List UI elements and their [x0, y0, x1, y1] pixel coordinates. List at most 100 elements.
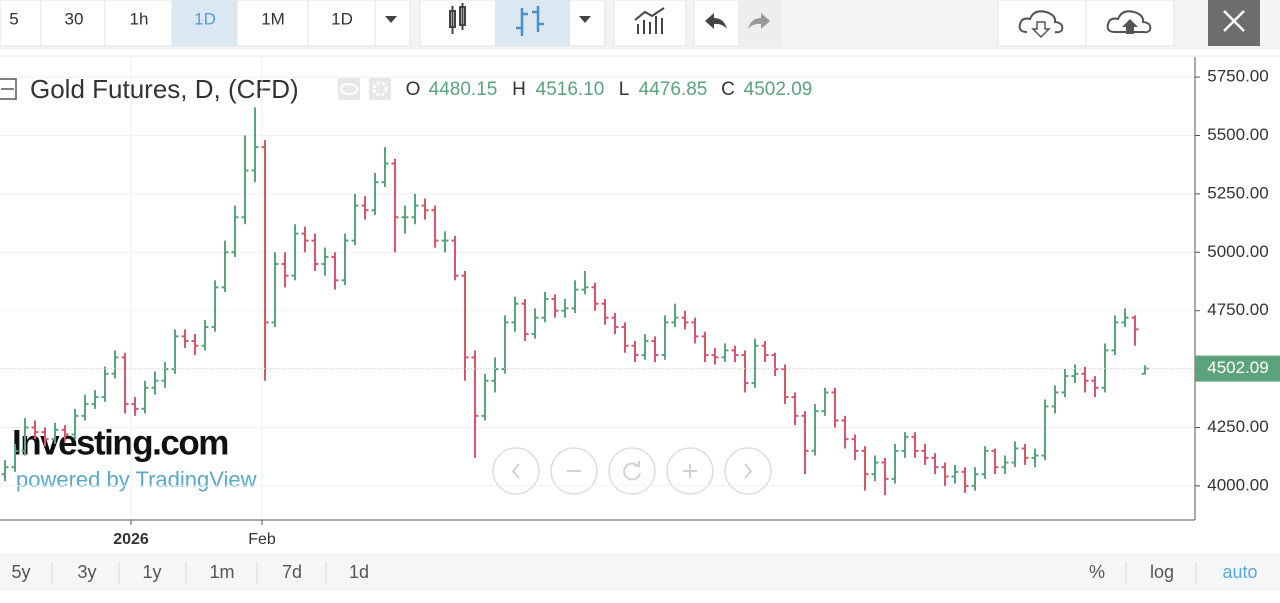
range-button[interactable]: 1y: [142, 562, 161, 582]
candle-icon[interactable]: [449, 3, 466, 34]
ohlc-bar: [221, 240, 229, 293]
legend-key: O: [406, 79, 421, 100]
range-bar: [0, 553, 1280, 591]
ohlc-bar: [21, 418, 29, 456]
ohlc-bar: [441, 231, 449, 253]
ohlc-bar: [431, 205, 439, 248]
auto-toggle[interactable]: auto: [1222, 562, 1257, 582]
ohlc-bar: [1101, 343, 1109, 393]
ohlc-bar: [11, 443, 19, 472]
range-button[interactable]: 5y: [11, 562, 30, 582]
ohlc-bar: [241, 135, 249, 225]
ohlc-bar: [491, 357, 499, 393]
ohlc-bar: [571, 280, 579, 314]
y-tick-label: 5500.00: [1207, 125, 1268, 144]
ohlc-bar: [971, 467, 979, 491]
ohlc-bar: [511, 296, 519, 332]
collapse-icon[interactable]: [0, 78, 17, 100]
scroll-left[interactable]: [492, 447, 540, 495]
percent-toggle[interactable]: %: [1089, 562, 1105, 582]
ohlc-bar: [681, 310, 689, 330]
interval-button[interactable]: 1h: [130, 9, 149, 28]
ohlc-bar: [801, 411, 809, 475]
visibility-button[interactable]: [338, 78, 360, 100]
eye-icon: [340, 83, 358, 95]
ohlc-bar: [111, 350, 119, 379]
ohlc-bar: [851, 434, 859, 461]
ohlc-bar: [781, 364, 789, 405]
ohlc-bar: [951, 464, 959, 484]
redo-icon: [748, 13, 770, 29]
legend-key: L: [619, 79, 630, 100]
interval-button[interactable]: 1D: [194, 9, 216, 28]
ohlc-bar: [881, 457, 889, 496]
ohlc-bar: [361, 196, 369, 220]
range-button[interactable]: 3y: [77, 562, 96, 582]
dropdown-arrow[interactable]: [579, 16, 591, 23]
range-button[interactable]: 1d: [349, 562, 369, 582]
ohlc-bar: [1131, 315, 1139, 346]
ohlc-bar: [151, 371, 159, 395]
ohlc-bar: [131, 397, 139, 416]
last-price-label: 4502.09: [1207, 358, 1268, 377]
legend-value: 4516.10: [536, 79, 605, 100]
interval-button[interactable]: 5: [9, 9, 18, 28]
load-icon[interactable]: [1018, 10, 1064, 34]
ohlc-bar: [1071, 364, 1079, 384]
settings-button[interactable]: [369, 78, 391, 100]
legend-value: 4476.85: [639, 79, 708, 100]
ohlc-bar: [341, 233, 349, 285]
log-toggle[interactable]: log: [1150, 562, 1174, 582]
ohlc-bar: [741, 350, 749, 393]
ohlc-bar: [391, 158, 399, 253]
range-separators: [51, 562, 1197, 584]
interval-button[interactable]: 30: [65, 9, 84, 28]
legend-key: C: [721, 79, 735, 100]
ohlc-bar: [411, 193, 419, 225]
range-button[interactable]: 7d: [282, 562, 302, 582]
ohlc-bar: [701, 331, 709, 363]
active-style[interactable]: [495, 0, 570, 46]
ohlc-bar: [461, 270, 469, 381]
save-icon[interactable]: [1106, 10, 1152, 34]
ohlc-bar: [31, 420, 39, 440]
ohlc-bar: [641, 334, 649, 360]
ohlc-bar: [1121, 308, 1129, 328]
dropdown-arrow[interactable]: [385, 16, 397, 23]
ohlc-bar: [281, 252, 289, 288]
ohlc-bar: [871, 455, 879, 482]
ohlc-bar: [861, 446, 869, 491]
ohlc-bar: [141, 380, 149, 414]
ohlc-bar: [911, 432, 919, 458]
ohlc-bar: [1001, 455, 1009, 475]
bar-icon[interactable]: [516, 6, 544, 36]
ohlc-bar: [261, 140, 269, 381]
ohlc-bar: [661, 315, 669, 360]
ohlc-bar: [811, 404, 819, 456]
ohlc-bar: [841, 415, 849, 449]
ohlc-bar: [901, 432, 909, 458]
ohlc-bar: [591, 282, 599, 311]
reset[interactable]: [608, 447, 656, 495]
legend-value: 4480.15: [429, 79, 498, 100]
ohlc-bar: [41, 427, 49, 447]
ohlc-bar: [1011, 441, 1019, 468]
interval-button[interactable]: 1D: [331, 9, 353, 28]
save-arrow: [1122, 19, 1138, 34]
range-button[interactable]: 1m: [209, 562, 234, 582]
interval-button[interactable]: 1M: [261, 9, 285, 28]
ohlc-bar: [121, 352, 129, 414]
undo-icon[interactable]: [705, 13, 727, 29]
ohlc-bar: [321, 247, 329, 276]
ohlc-bar: [501, 315, 509, 374]
scroll-right[interactable]: [724, 447, 772, 495]
ohlc-bar: [531, 308, 539, 339]
legend-key: H: [512, 79, 526, 100]
close-button[interactable]: [1208, 0, 1260, 46]
ohlc-bar: [91, 390, 99, 409]
ohlc-bar: [521, 299, 529, 342]
ohlc-bar: [471, 350, 479, 458]
ohlc-bar: [561, 299, 569, 318]
ohlc-bar: [351, 193, 359, 246]
ohlc-bar: [1081, 366, 1089, 393]
